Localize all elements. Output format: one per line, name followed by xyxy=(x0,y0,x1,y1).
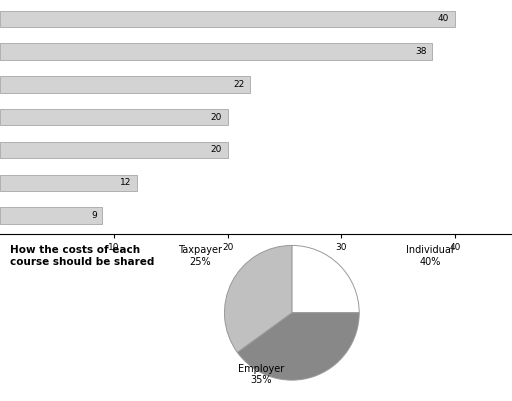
Text: 20: 20 xyxy=(210,146,222,154)
Wedge shape xyxy=(224,245,292,352)
Text: 40: 40 xyxy=(438,14,450,23)
Text: Individual
40%: Individual 40% xyxy=(406,245,454,267)
Text: 38: 38 xyxy=(415,47,426,56)
Text: How the costs of each
course should be shared: How the costs of each course should be s… xyxy=(10,245,155,267)
Bar xyxy=(0,207,102,224)
Bar xyxy=(0,109,227,126)
Text: Employer
35%: Employer 35% xyxy=(238,364,284,385)
Text: 22: 22 xyxy=(233,80,245,89)
Bar xyxy=(0,174,137,191)
Bar xyxy=(0,76,250,93)
Wedge shape xyxy=(292,245,359,313)
Text: 12: 12 xyxy=(119,178,131,187)
Text: 9: 9 xyxy=(91,211,97,220)
Bar xyxy=(0,43,432,60)
Text: 20: 20 xyxy=(210,113,222,122)
Wedge shape xyxy=(238,313,359,380)
Bar xyxy=(0,142,227,158)
Text: Taxpayer
25%: Taxpayer 25% xyxy=(178,245,222,267)
Bar xyxy=(0,11,455,27)
